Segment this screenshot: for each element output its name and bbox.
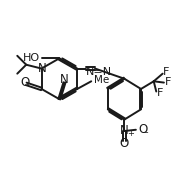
Text: −: −	[142, 128, 149, 137]
Text: N: N	[60, 73, 69, 86]
Text: N: N	[38, 62, 46, 75]
Text: O: O	[20, 76, 30, 89]
Text: HO: HO	[23, 53, 40, 63]
Text: F: F	[157, 88, 163, 98]
Text: +: +	[127, 129, 134, 138]
Text: N: N	[120, 124, 129, 137]
Text: N=N: N=N	[85, 67, 112, 77]
Text: F: F	[163, 67, 170, 77]
Text: Me: Me	[94, 75, 109, 85]
Text: F: F	[165, 77, 171, 87]
Text: O: O	[120, 137, 129, 150]
Text: O: O	[138, 123, 148, 136]
